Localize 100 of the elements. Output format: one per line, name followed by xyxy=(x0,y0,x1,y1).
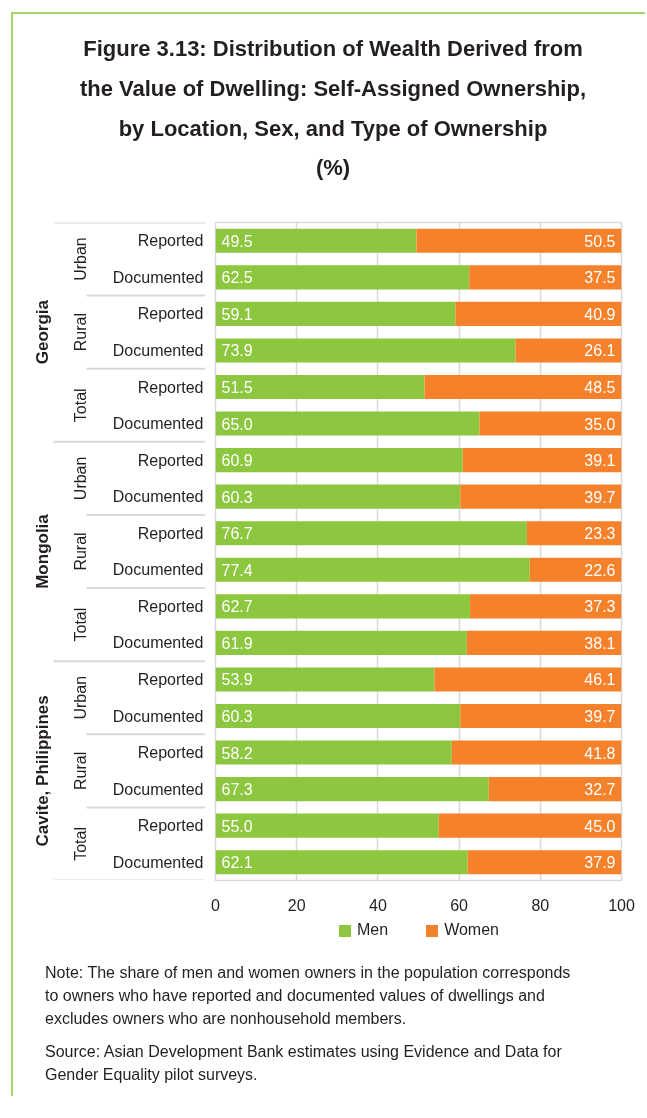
y-tick-label: Documented xyxy=(112,853,204,871)
x-tick-label: 80 xyxy=(531,896,550,914)
legend-label: Men xyxy=(357,921,389,939)
text: Total xyxy=(72,827,89,861)
data-label: 40.9 xyxy=(584,305,616,323)
data-label: 53.9 xyxy=(221,671,253,689)
y-tick-label: Documented xyxy=(112,341,204,359)
bar xyxy=(215,813,439,838)
y-tick-label: Reported xyxy=(137,817,204,835)
bar xyxy=(438,813,622,838)
y-tick-label: Documented xyxy=(112,268,204,286)
bar xyxy=(215,448,463,473)
data-label: 32.7 xyxy=(584,781,616,799)
chart-title: Figure 3.13: Distribution of Wealth Derived from the Value of Dwelling: Self-Assigned Ownership, by Location, Sex, and Type of Ownership xyxy=(78,35,588,143)
bar xyxy=(460,703,622,729)
legend-label: Women xyxy=(444,921,499,939)
text: Cavite, Philippines xyxy=(33,695,52,847)
bar xyxy=(529,557,622,582)
data-label: 76.7 xyxy=(221,525,253,543)
bar xyxy=(215,740,452,765)
y-tick-label: Documented xyxy=(112,561,204,579)
text: Total xyxy=(72,607,89,642)
data-label: 23.3 xyxy=(584,525,616,543)
data-label: 37.9 xyxy=(584,854,616,872)
bar xyxy=(455,301,622,326)
data-label: 59.1 xyxy=(221,305,253,323)
bar xyxy=(479,411,622,436)
y-tick-label: Documented xyxy=(112,707,204,725)
x-tick-label: 0 xyxy=(211,896,221,914)
y-tick-label: Reported xyxy=(137,597,204,615)
data-label: 26.1 xyxy=(584,342,616,360)
data-label: 60.9 xyxy=(221,452,253,470)
data-label: 51.5 xyxy=(221,379,253,396)
text: Rural xyxy=(72,751,89,790)
y-tick-label: Documented xyxy=(112,634,204,652)
bar xyxy=(451,740,622,765)
y-tick-label: Reported xyxy=(137,378,204,396)
bar xyxy=(215,703,461,729)
bar xyxy=(215,630,467,655)
x-tick-label: 60 xyxy=(450,896,469,914)
bar xyxy=(215,228,417,253)
y-tick-label: Reported xyxy=(137,305,204,323)
data-label: 60.3 xyxy=(221,708,253,725)
text: Mongolia xyxy=(33,513,52,589)
data-label: 46.1 xyxy=(584,671,616,689)
data-label: 73.9 xyxy=(221,342,253,360)
data-label: 35.0 xyxy=(584,415,616,433)
bar xyxy=(526,521,622,546)
x-tick-label: 20 xyxy=(287,896,306,914)
data-label: 58.2 xyxy=(221,744,253,762)
bar xyxy=(470,594,622,619)
text: Urban xyxy=(72,456,89,501)
data-label: 77.4 xyxy=(221,561,253,579)
data-label: 37.3 xyxy=(584,598,616,616)
bar xyxy=(515,338,622,363)
bar xyxy=(215,374,425,400)
data-label: 41.8 xyxy=(584,744,616,762)
text: Georgia xyxy=(33,299,52,365)
data-label: 62.1 xyxy=(221,854,253,872)
bar xyxy=(215,521,527,546)
text: Rural xyxy=(72,313,89,352)
bar xyxy=(469,265,622,290)
y-tick-label: Reported xyxy=(137,670,204,688)
bar xyxy=(460,484,622,509)
bar xyxy=(215,667,435,692)
data-label: 39.7 xyxy=(584,488,616,506)
bar xyxy=(467,850,622,875)
data-label: 37.5 xyxy=(584,269,616,287)
x-tick-label: 40 xyxy=(369,896,387,914)
bar xyxy=(215,301,456,326)
bar xyxy=(215,777,489,802)
y-tick-label: Reported xyxy=(137,232,204,250)
data-label: 38.1 xyxy=(584,634,616,652)
bar xyxy=(466,630,622,655)
bar xyxy=(215,411,480,436)
bar xyxy=(488,777,622,802)
bar xyxy=(215,850,468,875)
data-label: 45.0 xyxy=(584,817,616,835)
y-tick-label: Documented xyxy=(112,415,204,433)
text: Urban xyxy=(72,675,89,720)
data-label: 61.9 xyxy=(221,634,253,652)
data-label: 22.6 xyxy=(584,561,616,579)
data-label: 50.5 xyxy=(584,232,616,250)
bar xyxy=(424,374,622,400)
text: Rural xyxy=(72,532,89,571)
bar xyxy=(416,228,622,253)
bar xyxy=(462,448,622,473)
y-tick-label: Documented xyxy=(112,488,204,506)
chart-subtitle: (%) xyxy=(315,154,351,182)
text: Note: The share of men and women owners in the population corresponds to owners who have reported and documented values of dwellings and excludes owners who are nonhousehold members. xyxy=(45,963,572,1029)
data-label: 60.3 xyxy=(221,488,253,506)
bar xyxy=(215,338,516,363)
data-label: 39.7 xyxy=(584,708,616,725)
bar xyxy=(215,484,461,509)
data-label: 49.5 xyxy=(221,232,253,250)
bar xyxy=(215,594,471,619)
source-note: Source: Asian Development Bank estimates using Evidence and Data for Gender Equality pilot surveys. xyxy=(45,1042,563,1085)
data-label: 62.7 xyxy=(221,598,253,616)
y-tick-label: Reported xyxy=(137,451,204,469)
data-label: 55.0 xyxy=(221,817,253,835)
